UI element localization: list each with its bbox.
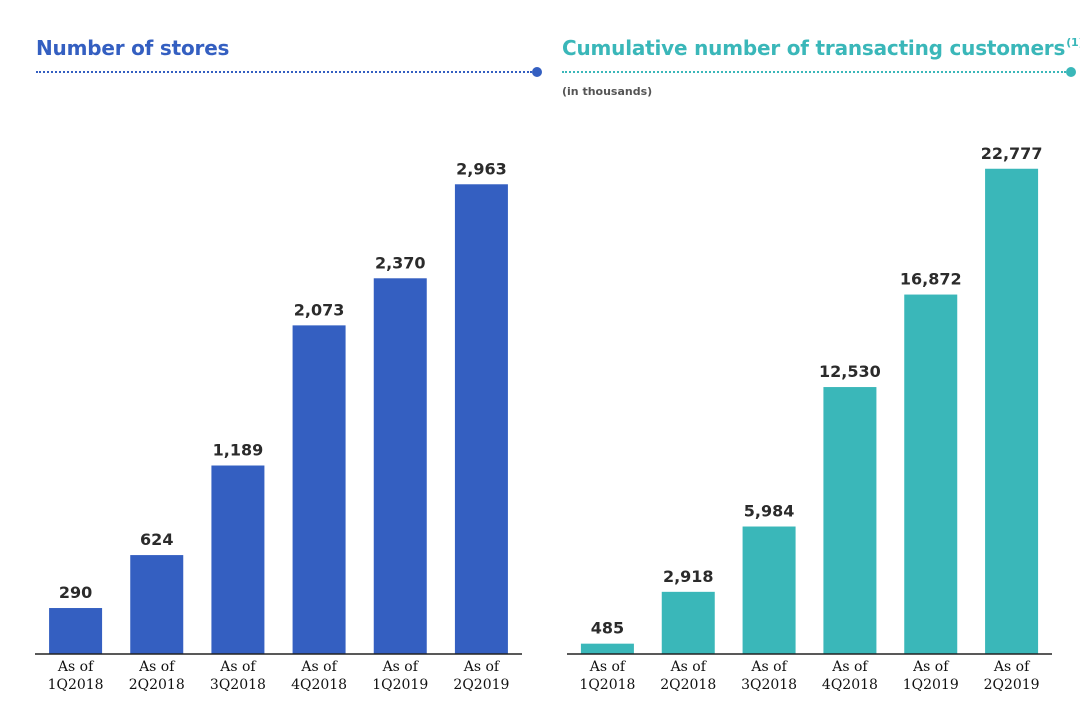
customers-category-label: As of 3Q2018 bbox=[741, 659, 797, 693]
customers-value-label: 12,530 bbox=[819, 362, 881, 381]
customers-category-label: As of 4Q2018 bbox=[822, 659, 878, 693]
customers-value-label: 5,984 bbox=[744, 502, 795, 521]
customers-panel: Cumulative number of transacting custome… bbox=[545, 0, 1080, 709]
stores-bar-chart: 290 As of 1Q2018 624 As of 2Q2018 1,189 As of 3Q… bbox=[35, 159, 522, 693]
stores-title-rule bbox=[36, 71, 532, 73]
customers-value-label: 22,777 bbox=[981, 144, 1043, 163]
customers-title-rule bbox=[562, 71, 1066, 73]
customers-bar bbox=[985, 168, 1039, 655]
customers-category-label: As of 2Q2018 bbox=[660, 659, 716, 693]
stores-bar bbox=[454, 184, 508, 655]
stores-category-label: As of 4Q2018 bbox=[291, 659, 347, 693]
stores-value-label: 624 bbox=[140, 530, 173, 549]
stores-bar bbox=[292, 325, 346, 654]
customers-value-label: 16,872 bbox=[900, 270, 962, 289]
customers-value-label: 2,918 bbox=[663, 567, 714, 586]
stores-value-label: 2,963 bbox=[456, 159, 507, 178]
customers-value-label: 485 bbox=[591, 619, 624, 638]
stores-value-label: 290 bbox=[59, 583, 92, 602]
customers-bar bbox=[742, 526, 796, 654]
stores-category-label: As of 1Q2019 bbox=[372, 659, 428, 693]
customers-bar bbox=[904, 294, 958, 654]
customers-chart-subtitle: (in thousands) bbox=[562, 85, 653, 98]
stores-panel: Number of stores 290 As of 1Q2018 624 As of 2… bbox=[35, 36, 542, 693]
stores-rule-dot bbox=[532, 67, 542, 77]
stores-category-label: As of 1Q2018 bbox=[48, 659, 104, 693]
customers-bar bbox=[580, 643, 634, 654]
stores-value-label: 1,189 bbox=[213, 441, 264, 460]
customers-category-label: As of 1Q2019 bbox=[903, 659, 959, 693]
customers-category-label: As of 1Q2018 bbox=[579, 659, 635, 693]
stores-chart-title: Number of stores bbox=[36, 36, 230, 60]
stores-category-label: As of 2Q2018 bbox=[129, 659, 185, 693]
stores-bar bbox=[130, 555, 184, 654]
footnote-marker: (1) bbox=[1066, 36, 1080, 49]
stores-bar bbox=[211, 465, 265, 654]
customers-chart-title: Cumulative number of transacting custome… bbox=[562, 36, 1080, 60]
customers-bar bbox=[661, 591, 715, 654]
stores-category-label: As of 2Q2019 bbox=[453, 659, 509, 693]
customers-rule-dot bbox=[1066, 67, 1076, 77]
stores-bar bbox=[373, 278, 427, 654]
customers-category-label: As of 2Q2019 bbox=[984, 659, 1040, 693]
stores-value-label: 2,370 bbox=[375, 253, 426, 272]
stores-bar bbox=[49, 608, 103, 654]
stores-category-label: As of 3Q2018 bbox=[210, 659, 266, 693]
customers-bar-chart: 485 As of 1Q2018 2,918 As of 2Q2018 5,984 As of… bbox=[567, 144, 1052, 693]
stores-value-label: 2,073 bbox=[294, 300, 345, 319]
customers-bar bbox=[823, 387, 877, 654]
